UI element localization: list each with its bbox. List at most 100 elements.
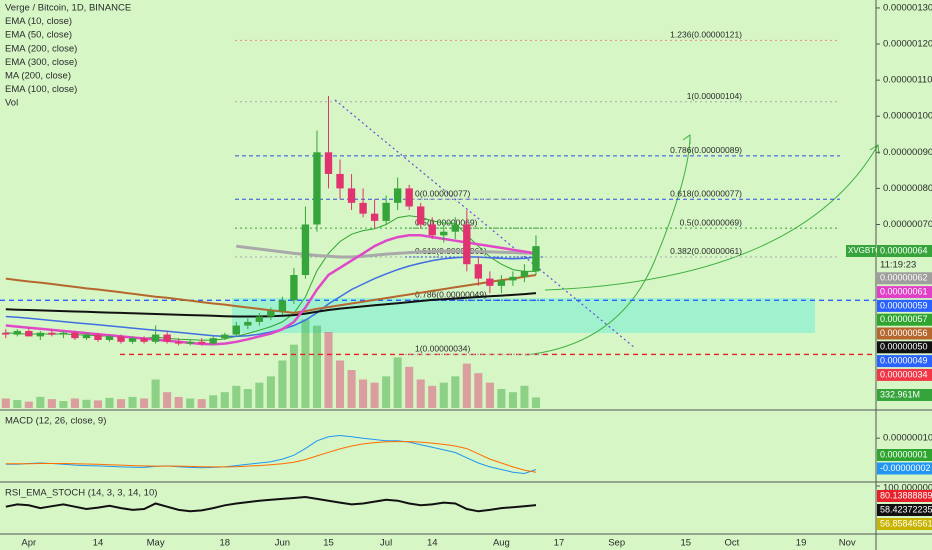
legend-entry: MA (200, close) [5,71,71,82]
volume-bar [105,397,114,408]
volume-bar [428,385,437,408]
volume-bar [324,332,333,408]
macd-label-box [877,449,932,461]
volume-bar [289,344,298,408]
volume-bar [59,401,68,408]
candle-body [451,224,459,232]
volume-bar [209,395,218,408]
candle-body [128,338,137,342]
fib-label: 0.618(0.00000077) [670,188,742,198]
volume-bar [497,389,506,408]
candle-body [151,334,160,342]
volume-bar [393,357,402,408]
legend-entry: EMA (100, close) [5,84,77,95]
ma-line [5,234,537,346]
volume-bar [1,398,10,408]
volume-bar [151,379,160,408]
ticker-box [846,245,876,257]
volume-bar [462,363,471,408]
candle-body [313,152,321,225]
rsi-label-box [877,518,932,530]
candle-body [359,202,367,214]
ticker: XVGBTC [848,246,881,255]
volume-bar [439,382,448,408]
candle-body [440,231,448,236]
candle-body [48,332,56,335]
volume-bar [508,392,517,408]
y-tick-label: 0.00000080 [883,183,932,194]
fib-label: 1(0.00000104) [687,91,742,101]
candle-body [301,224,310,276]
fib-label: 0.5(0.00000069) [415,217,478,227]
candle-body [509,276,517,281]
y-tick-label: 0.00000010 [883,433,932,444]
macd-label: -0.00000002 [880,463,931,473]
volume-bar [359,379,368,408]
volume-bar [243,389,252,408]
price-label-box [877,327,932,340]
arrow-head [869,144,880,155]
countdown: 11:19:23 [880,260,916,271]
candle-body [174,341,183,344]
volume-bar [128,396,137,408]
y-tick-label: 0.00000090 [883,147,932,158]
x-tick-label: Jul [380,538,392,549]
volume-bar [451,376,460,408]
candle-body [140,338,148,342]
candle-body [417,206,425,225]
candle-body [25,330,33,337]
legend-entry: EMA (10, close) [5,16,72,27]
macd-line [5,434,537,475]
x-tick-label: 15 [323,538,334,549]
rsi-line [5,495,537,513]
candle-body [370,213,379,221]
y-tick-label: 0.00000070 [883,219,932,230]
candle-body [428,224,436,236]
candle-body [82,334,91,339]
fib-label: 0.382(0.00000061) [670,246,742,256]
volume-bar [485,382,494,408]
volume-bar [232,385,241,408]
projection-arrow [524,134,691,356]
rsi-label: 56.85846561 [880,518,932,528]
y-tick-label: 0.00000130 [883,2,932,13]
volume-bar [255,382,264,408]
x-tick-label: Nov [839,538,856,549]
candle-body [497,280,506,286]
volume-bar [93,400,103,408]
volume-bar [47,399,56,408]
candle-body [336,173,344,189]
volume-bar [70,398,79,408]
volume-label-box [877,389,932,401]
x-tick-label: Oct [725,538,740,549]
x-tick-label: 15 [681,538,692,549]
rsi-label: 80.13888889 [880,490,932,500]
volume-bar [186,398,195,408]
price-label-box [877,313,932,326]
volume-bar [197,399,206,408]
x-tick-label: Aug [493,538,510,549]
candle-body [532,246,540,272]
x-tick-label: Apr [21,538,36,549]
x-tick-label: 18 [219,538,230,549]
projection-arrow [544,144,879,291]
price-label: 0.00000049 [880,355,928,365]
candle-body [94,334,102,340]
legend-entry: EMA (300, close) [5,57,77,68]
price-label: 0.00000057 [880,314,928,324]
volume-bar [335,360,345,408]
fib-label: 0.786(0.00000089) [670,145,742,155]
volume-bar [382,376,391,408]
price-label-box [877,245,932,257]
price-label-box [877,368,932,381]
x-tick-label: 14 [427,538,438,549]
fib-label: 0.786(0.00000049) [415,290,487,300]
volume-bar [347,370,356,408]
candle-body [474,264,483,279]
x-tick-label: 19 [796,538,807,549]
candle-body [255,316,264,322]
price-label-box [877,341,932,354]
